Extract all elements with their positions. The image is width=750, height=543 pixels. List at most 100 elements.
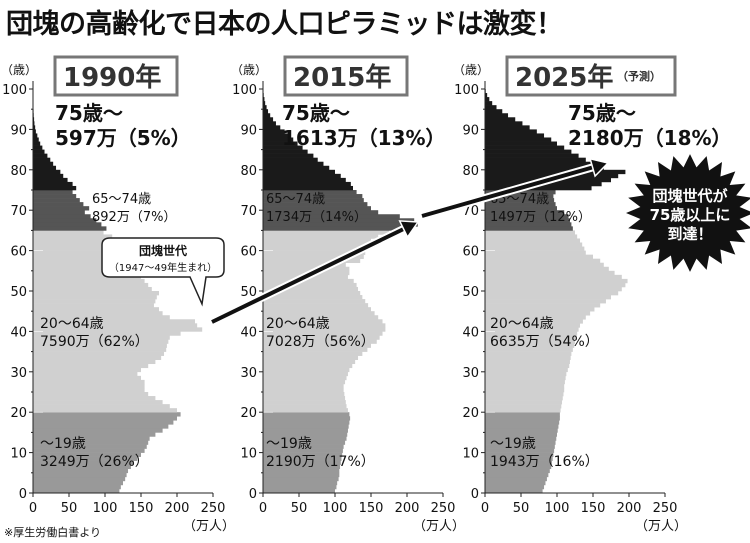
age-tick-label: 10 [462,447,479,462]
age-bar [263,153,314,158]
group-label-0-19-name: ～19歳 [266,436,312,452]
age-bar [263,278,354,284]
age-bar [485,121,523,126]
age-bar [485,424,559,429]
age-bar [33,157,51,163]
age-bar [33,291,159,296]
population-unit-label: （万人） [413,519,465,534]
age-bar [485,286,622,292]
arrow-head [589,157,610,178]
group-label-75plus-value: 2180万（18%） [568,126,732,150]
age-bar [485,194,554,199]
age-bar [485,218,570,223]
age-bar [485,375,566,381]
age-bar [263,311,375,316]
age-bar [263,254,364,259]
age-tick-label: 40 [240,325,257,340]
age-bar [485,484,545,490]
age-bar [263,468,340,474]
age-bar [263,161,324,167]
age-bar [485,408,561,413]
year-frame [505,55,677,97]
age-bar [485,169,626,175]
age-bar [263,169,335,175]
age-tick-label: 30 [462,366,479,381]
starburst-line-2: 75歳以上に [650,206,731,224]
population-tick-label: 100 [545,501,570,516]
age-bar [485,404,562,409]
age-bar [33,286,152,292]
age-bar [485,291,619,296]
age-bar [485,327,579,332]
age-bar [263,396,346,401]
age-bar [33,194,77,199]
age-bar [263,113,271,118]
year-label: 2015年 [293,62,391,93]
age-bar [33,242,127,247]
age-bar [33,359,156,365]
age-tick-label: 60 [240,245,257,260]
age-tick-label: 70 [10,204,27,219]
age-bar [33,412,181,417]
group-label-75plus-value: 597万（5%） [55,126,191,150]
age-bar [485,307,595,312]
starburst-shape [626,154,750,272]
age-bar [33,218,97,223]
age-bar [263,291,361,296]
pyramid-panel-2: 0 10 20 30 40 50 60 70 80 90 100 （歳） 0 50 100 150 200 250… [231,55,465,534]
age-bar [485,351,572,356]
age-bar [485,198,555,203]
age-bar [485,480,546,486]
age-bar [263,133,289,138]
age-bar [33,404,170,409]
group-label-0-19-value: 1943万（16%） [490,454,599,470]
age-bar [263,198,364,203]
age-bar [263,258,361,264]
age-bar [263,246,368,251]
age-bar [263,202,368,207]
age-bar [263,218,415,223]
group-label-0-19-name: ～19歳 [490,436,536,452]
age-bar [485,303,601,308]
age-bar [33,117,35,122]
age-bar [33,153,48,158]
age-bar [33,339,169,344]
age-bar [485,295,611,300]
age-bar [263,137,294,142]
age-bar [33,432,156,437]
age-bar [33,315,170,320]
age-bar [485,113,509,118]
age-bar [33,420,174,425]
population-tick-label: 150 [359,501,384,516]
age-tick-label: 20 [240,406,257,421]
age-bar [33,266,134,272]
age-bar [263,480,338,486]
age-bar [33,198,80,203]
age-bar [263,379,346,385]
age-bar [485,331,578,336]
age-tick-label: 40 [462,325,479,340]
age-tick-label: 0 [249,487,257,502]
age-bar [263,121,276,126]
age-bar [263,210,379,215]
age-bar [33,137,39,142]
age-bar [33,428,163,433]
age-bar [263,452,343,457]
age-bar [263,335,380,340]
pyramid-panel-3: 0 10 20 30 40 50 60 70 80 90 100 （歳） 0 50 100 150 200 250… [453,55,732,534]
age-tick-label: 50 [10,285,27,300]
age-bar [263,460,341,466]
age-bar [33,230,104,235]
age-bar [263,436,347,441]
age-bar [485,270,615,276]
age-bar [485,396,563,401]
age-bar [33,190,73,195]
population-tick-label: 200 [165,501,190,516]
age-bar [263,476,339,482]
age-tick-label: 100 [2,83,27,98]
age-bar [263,472,340,478]
age-bar [263,250,366,255]
age-bar [263,355,359,360]
age-bar [485,93,488,98]
age-bar [33,343,167,348]
